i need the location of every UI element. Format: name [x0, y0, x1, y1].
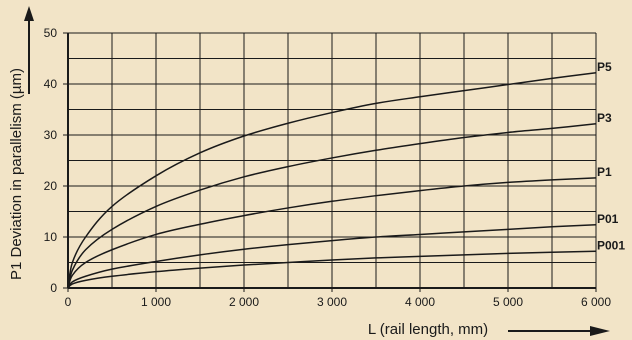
- x-tick-label: 6 000: [581, 295, 611, 309]
- labels: 0 1 000 2 000 3 000 4 000 5 000 6 000 0 10 20 30 40…: [44, 26, 626, 309]
- y-tick-label: 50: [44, 26, 58, 40]
- series-label-p001: P001: [597, 238, 625, 252]
- series-label-p5: P5: [597, 60, 612, 74]
- x-tick-label: 5 000: [493, 295, 523, 309]
- y-tick-label: 10: [44, 230, 58, 244]
- series-curve-p3: [67, 123, 597, 289]
- y-axis-arrowhead: [24, 6, 34, 21]
- y-axis-title: P1 Deviation in parallelism (µm): [8, 68, 25, 280]
- curves: [67, 72, 597, 289]
- y-tick-label: 20: [44, 179, 58, 193]
- series-label-p3: P3: [597, 111, 612, 125]
- grid: [68, 32, 597, 288]
- x-tick-label: 4 000: [405, 295, 435, 309]
- y-tick-label: 40: [44, 77, 58, 91]
- series-label-p1: P1: [597, 165, 612, 179]
- axes: [24, 6, 610, 336]
- series-curve-p01: [67, 224, 597, 289]
- x-tick-label: 3 000: [317, 295, 347, 309]
- x-axis-arrowhead: [590, 326, 610, 336]
- series-curve-p1: [67, 177, 597, 289]
- y-tick-label: 0: [50, 281, 57, 295]
- series-curve-p001: [67, 250, 597, 289]
- series-label-p01: P01: [597, 212, 619, 226]
- x-axis-title: L (rail length, mm): [368, 321, 488, 338]
- x-tick-label: 0: [65, 295, 72, 309]
- y-tick-label: 30: [44, 128, 58, 142]
- x-tick-label: 2 000: [229, 295, 259, 309]
- series-curve-p5: [67, 72, 597, 289]
- x-tick-label: 1 000: [141, 295, 171, 309]
